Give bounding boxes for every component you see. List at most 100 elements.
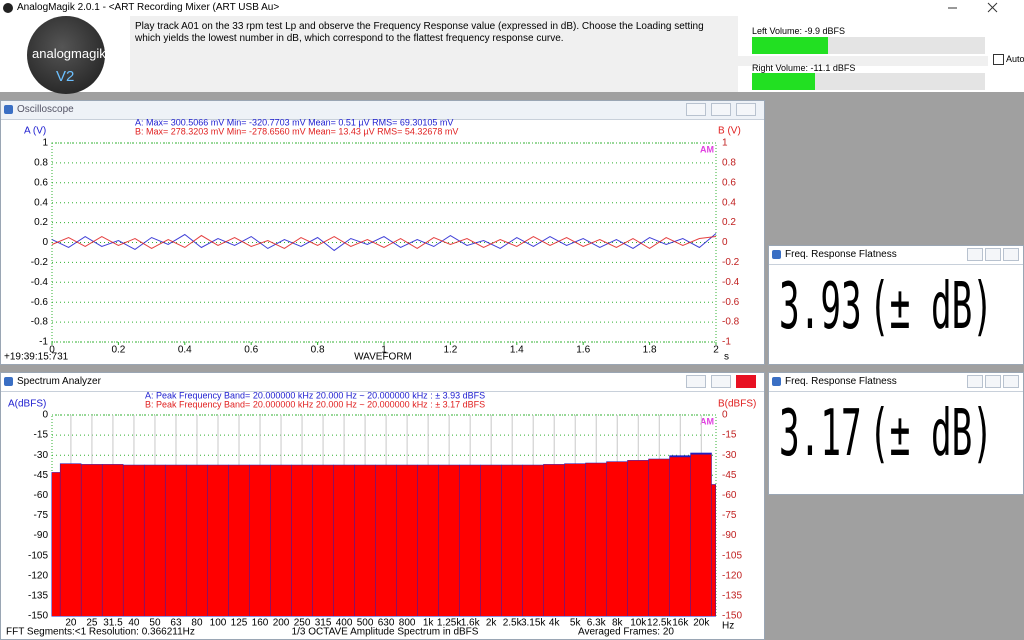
close-button[interactable] — [736, 103, 756, 116]
x-tick-label: 1.2 — [443, 345, 457, 356]
window-controls[interactable] — [940, 0, 1024, 16]
window-title: AnalogMagik 2.0.1 - <ART Recording Mixer… — [17, 2, 280, 13]
bar — [669, 457, 691, 616]
y2-tick-label: 0.8 — [722, 158, 736, 169]
auto-checkbox[interactable] — [993, 54, 1004, 65]
flatness-title-bar: Freq. Response Flatness — [769, 373, 1023, 392]
y-tick-label: -0.6 — [31, 297, 49, 308]
minimize-button[interactable] — [967, 248, 983, 261]
x-tick-label: 2k — [486, 618, 498, 629]
x-tick-label: 1k — [423, 618, 435, 629]
y2-tick-label: -15 — [722, 430, 737, 441]
y-tick-label: -45 — [34, 470, 49, 481]
y2-tick-label: -75 — [722, 510, 737, 521]
bar — [585, 463, 607, 616]
bar — [102, 464, 123, 616]
y-tick-label: -0.4 — [31, 277, 49, 288]
logo — [27, 16, 105, 94]
bar — [711, 484, 716, 616]
y2-tick-label: -0.2 — [722, 257, 740, 268]
spec-footer-left: FFT Segments:<1 Resolution: 0.366211Hz — [6, 627, 195, 638]
x-tick-label: 5k — [570, 618, 582, 629]
x-tick-label: 2.5k — [503, 618, 523, 629]
maximize-button[interactable] — [711, 103, 731, 116]
bar — [60, 463, 81, 616]
oscilloscope-title: Oscilloscope — [17, 104, 74, 115]
bar — [648, 459, 670, 616]
maximize-button[interactable] — [985, 375, 1001, 388]
y2-tick-label: 0.4 — [722, 197, 736, 208]
flatness-title: Freq. Response Flatness — [785, 376, 897, 387]
flatness-unit: (± dB) — [869, 270, 993, 344]
volume-panel: Left Volume: -9.9 dBFS Right Volume: -11… — [738, 16, 1024, 92]
osc-axis-right: B (V) — [718, 126, 741, 137]
x-tick-label: 6.3k — [587, 618, 607, 629]
bar — [52, 472, 60, 616]
bar — [144, 465, 165, 616]
y-tick-label: 0 — [42, 410, 48, 421]
y2-tick-label: -120 — [722, 570, 742, 581]
flatness-title: Freq. Response Flatness — [785, 249, 897, 260]
close-button[interactable] — [1003, 248, 1019, 261]
logo-version: V2 — [56, 68, 75, 85]
spec-marker: AM — [700, 416, 714, 426]
y-tick-label: 0.2 — [34, 217, 48, 228]
x-tick-label: 1.6 — [576, 345, 590, 356]
x-tick-label: 500 — [357, 618, 374, 629]
x-tick-label: 1.6k — [461, 618, 481, 629]
auto-label[interactable]: Auto — [1006, 54, 1024, 64]
y2-tick-label: -105 — [722, 550, 742, 561]
x-tick-label: 4k — [549, 618, 561, 629]
bar — [81, 464, 102, 616]
x-tick-label: 200 — [273, 618, 290, 629]
bar — [354, 465, 376, 616]
oscilloscope-window: Oscilloscope — [0, 100, 765, 365]
x-tick-label: 0.2 — [111, 345, 125, 356]
header: analogmagik V2 Play track A01 on the 33 … — [0, 16, 1024, 94]
close-button[interactable] — [736, 375, 756, 388]
x-tick-label: 0.4 — [178, 345, 192, 356]
osc-axis-left: A (V) — [24, 126, 46, 137]
bar — [480, 465, 502, 616]
close-button[interactable] — [1003, 375, 1019, 388]
bar — [438, 465, 460, 616]
osc-stats-b: B: Max= 278.3203 mV Min= -278.6560 mV Me… — [135, 126, 458, 136]
minimize-button[interactable] — [686, 103, 706, 116]
bar — [459, 465, 481, 616]
bar — [312, 465, 334, 616]
x-tick-label: 100 — [210, 618, 227, 629]
waveform — [51, 234, 717, 250]
y-tick-label: -1 — [39, 337, 48, 348]
y-tick-label: -105 — [28, 550, 48, 561]
y-tick-label: 0 — [42, 237, 48, 248]
x-tick-label: 20 — [65, 618, 77, 629]
spec-stats-b: B: Peak Frequency Band= 20.000000 kHz 20… — [145, 399, 485, 409]
y-tick-label: -0.8 — [31, 317, 49, 328]
bar — [228, 465, 250, 616]
osc-stats-a: A: Max= 300.5066 mV Min= -320.7703 mV Me… — [135, 117, 453, 127]
bar — [249, 465, 271, 616]
x-tick-label: 1.8 — [643, 345, 657, 356]
maximize-button[interactable] — [711, 375, 731, 388]
bar — [165, 465, 186, 616]
y-tick-label: 0.8 — [34, 158, 48, 169]
x-tick-label: 1.25k — [437, 618, 462, 629]
y2-tick-label: -0.4 — [722, 277, 740, 288]
x-tick-label: 12.5k — [647, 618, 672, 629]
maximize-button[interactable] — [985, 248, 1001, 261]
x-tick-label: 31.5 — [103, 618, 123, 629]
minimize-button[interactable] — [967, 375, 983, 388]
y2-tick-label: 0.2 — [722, 217, 736, 228]
y-tick-label: -0.2 — [31, 257, 49, 268]
y2-tick-label: 0 — [722, 410, 728, 421]
y2-tick-label: 0.6 — [722, 177, 736, 188]
minimize-button[interactable] — [686, 375, 706, 388]
bar — [564, 463, 586, 616]
y2-tick-label: -0.6 — [722, 297, 740, 308]
bar — [270, 465, 292, 616]
right-volume-label: Right Volume: -11.1 dBFS — [752, 63, 856, 73]
x-tick-label: 80 — [191, 618, 203, 629]
right-volume-meter — [752, 73, 985, 90]
bar — [291, 465, 313, 616]
bar — [627, 460, 649, 616]
